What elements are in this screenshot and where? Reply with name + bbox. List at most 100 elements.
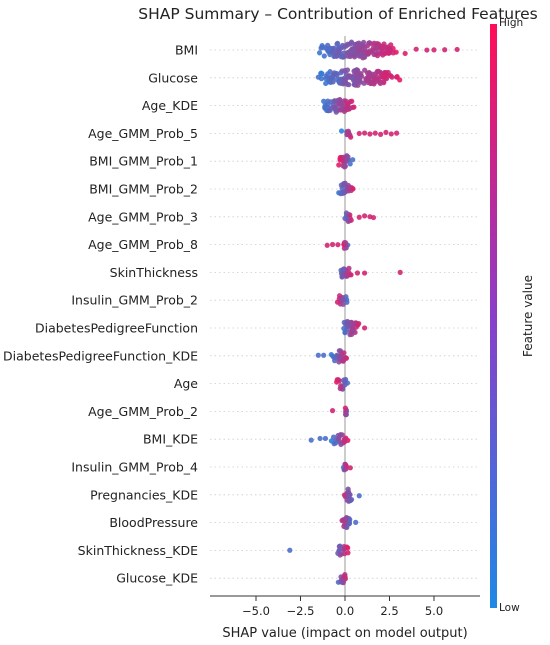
shap-dot bbox=[339, 297, 345, 303]
feature-label: DiabetesPedigreeFunction_KDE bbox=[3, 348, 198, 363]
feature-labels: BMI Glucose Age_KDE Age_GMM_Prob_5 BMI_GMM_P… bbox=[3, 43, 198, 586]
shap-dot bbox=[342, 574, 348, 580]
shap-dot bbox=[328, 105, 334, 111]
shap-dot bbox=[334, 299, 341, 305]
shap-outlier-dot bbox=[361, 325, 368, 331]
shap-dot bbox=[330, 49, 336, 56]
shap-outlier-dot bbox=[356, 493, 362, 499]
shap-dot bbox=[338, 128, 345, 134]
shap-outlier-dot bbox=[324, 242, 330, 248]
shap-dot bbox=[351, 320, 357, 326]
feature-label: BloodPressure bbox=[109, 515, 198, 530]
shap-dot bbox=[347, 105, 353, 111]
shap-dot bbox=[336, 348, 342, 354]
colorbar-high-label: High bbox=[499, 17, 523, 29]
shap-outlier-dot bbox=[442, 47, 448, 53]
x-tick-label: 5.0 bbox=[425, 604, 443, 618]
shap-dot bbox=[335, 377, 341, 383]
feature-label: SkinThickness_KDE bbox=[78, 543, 198, 558]
feature-label: BMI_GMM_Prob_1 bbox=[89, 154, 198, 169]
shap-dot bbox=[341, 154, 347, 160]
shap-dot bbox=[349, 331, 355, 337]
shap-outlier-dot bbox=[378, 131, 384, 137]
shap-dot bbox=[345, 41, 351, 47]
shap-dot bbox=[397, 77, 403, 83]
shap-dot bbox=[316, 50, 323, 56]
shap-dot bbox=[359, 42, 365, 48]
shap-outlier-dot bbox=[335, 242, 341, 248]
shap-dot bbox=[321, 98, 327, 104]
shap-dot bbox=[321, 53, 327, 59]
shap-outlier-dot bbox=[347, 465, 353, 471]
shap-dot bbox=[393, 49, 399, 55]
shap-dot bbox=[323, 76, 329, 82]
shap-outlier-dot bbox=[383, 129, 389, 136]
x-tick-label: −2.5 bbox=[287, 604, 315, 618]
shap-dot bbox=[366, 40, 373, 46]
shap-dot bbox=[354, 67, 360, 73]
shap-dot bbox=[336, 547, 342, 553]
shap-dot bbox=[327, 75, 333, 82]
x-tick-label: 2.5 bbox=[380, 604, 398, 618]
shap-dot bbox=[345, 550, 351, 556]
shap-dot bbox=[326, 45, 333, 52]
shap-outlier-dot bbox=[424, 47, 430, 53]
shap-outlier-dot bbox=[356, 214, 362, 220]
feature-label: Glucose_KDE bbox=[116, 571, 198, 586]
shap-outlier-dot bbox=[361, 270, 368, 276]
shap-dot bbox=[387, 72, 393, 79]
shap-dot bbox=[338, 441, 344, 447]
shap-outlier-dot bbox=[287, 547, 293, 553]
shap-dot bbox=[342, 68, 348, 74]
shap-dot bbox=[335, 579, 341, 585]
shap-outlier-dot bbox=[372, 130, 378, 136]
shap-dot bbox=[345, 128, 351, 134]
feature-label: BMI bbox=[175, 43, 198, 58]
shap-dot bbox=[340, 266, 346, 273]
colorbar-low-label: Low bbox=[499, 602, 520, 614]
shap-outlier-dot bbox=[367, 131, 373, 137]
shap-dot bbox=[357, 46, 363, 52]
shap-dot bbox=[341, 350, 347, 356]
feature-label: DiabetesPedigreeFunction bbox=[35, 321, 198, 336]
feature-value-colorbar bbox=[490, 24, 497, 608]
shap-dot bbox=[341, 182, 347, 188]
shap-outlier-dot bbox=[329, 241, 336, 248]
shap-dot bbox=[353, 43, 359, 50]
shap-dot bbox=[318, 70, 324, 76]
shap-dot bbox=[341, 325, 347, 332]
shap-outlier-dot bbox=[317, 435, 323, 442]
x-axis-ticks: −5.0 −2.5 0.0 2.5 5.0 bbox=[242, 596, 443, 618]
shap-dot bbox=[343, 463, 349, 469]
shap-dots bbox=[287, 39, 460, 586]
shap-dot bbox=[386, 46, 392, 53]
shap-dot bbox=[355, 322, 361, 328]
shap-dot bbox=[353, 78, 359, 84]
shap-outlier-dot bbox=[370, 214, 377, 221]
x-axis-label: SHAP value (impact on model output) bbox=[222, 626, 467, 641]
shap-dot bbox=[345, 324, 351, 330]
shap-dot bbox=[341, 377, 347, 383]
shap-dot bbox=[349, 49, 355, 55]
feature-label: BMI_GMM_Prob_2 bbox=[89, 182, 198, 197]
shap-dot bbox=[336, 44, 342, 50]
shap-outlier-dot bbox=[454, 46, 460, 53]
shap-dot bbox=[349, 40, 355, 46]
chart-title: SHAP Summary – Contribution of Enriched … bbox=[138, 5, 538, 23]
shap-dot bbox=[358, 51, 364, 57]
shap-dot bbox=[374, 78, 380, 84]
shap-dot bbox=[342, 354, 348, 360]
shap-outlier-dot bbox=[354, 270, 361, 276]
shap-dot bbox=[370, 46, 376, 52]
shap-outlier-dot bbox=[353, 519, 359, 525]
shap-outlier-dot bbox=[315, 352, 321, 358]
shap-dot bbox=[346, 497, 353, 503]
shap-dot bbox=[338, 107, 344, 113]
shap-dot bbox=[347, 161, 353, 167]
shap-dot bbox=[374, 53, 381, 59]
shap-dot bbox=[362, 67, 368, 73]
shap-outlier-dot bbox=[356, 130, 362, 137]
shap-dot bbox=[330, 353, 336, 359]
feature-label: SkinThickness bbox=[110, 265, 198, 280]
